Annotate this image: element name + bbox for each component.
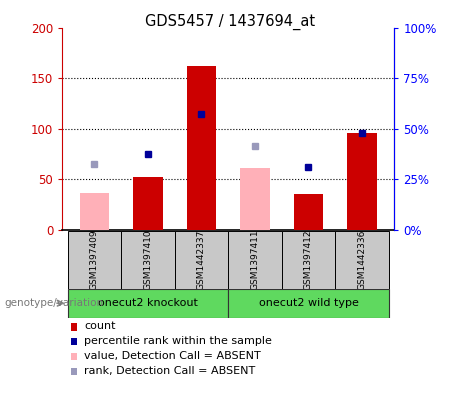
Text: GSM1442336: GSM1442336 xyxy=(358,230,366,290)
Bar xyxy=(240,168,270,230)
Bar xyxy=(335,231,389,289)
Bar xyxy=(175,231,228,289)
Text: onecut2 knockout: onecut2 knockout xyxy=(98,298,198,308)
Text: value, Detection Call = ABSENT: value, Detection Call = ABSENT xyxy=(84,351,261,361)
Bar xyxy=(228,289,389,318)
Text: GDS5457 / 1437694_at: GDS5457 / 1437694_at xyxy=(145,14,316,30)
Text: rank, Detection Call = ABSENT: rank, Detection Call = ABSENT xyxy=(84,365,255,376)
Bar xyxy=(121,231,175,289)
Text: GSM1397412: GSM1397412 xyxy=(304,230,313,290)
Text: GSM1397411: GSM1397411 xyxy=(250,230,260,290)
Text: GSM1442337: GSM1442337 xyxy=(197,230,206,290)
Text: percentile rank within the sample: percentile rank within the sample xyxy=(84,336,272,346)
Bar xyxy=(68,231,121,289)
Text: GSM1397410: GSM1397410 xyxy=(143,230,153,290)
Bar xyxy=(228,231,282,289)
Bar xyxy=(347,133,377,230)
Text: onecut2 wild type: onecut2 wild type xyxy=(259,298,359,308)
Bar xyxy=(282,231,335,289)
Text: GSM1397409: GSM1397409 xyxy=(90,230,99,290)
Bar xyxy=(80,193,109,230)
Bar xyxy=(68,289,228,318)
Bar xyxy=(187,66,216,230)
Text: genotype/variation: genotype/variation xyxy=(5,298,104,309)
Bar xyxy=(294,195,323,230)
Text: count: count xyxy=(84,321,116,331)
Bar xyxy=(133,177,163,230)
